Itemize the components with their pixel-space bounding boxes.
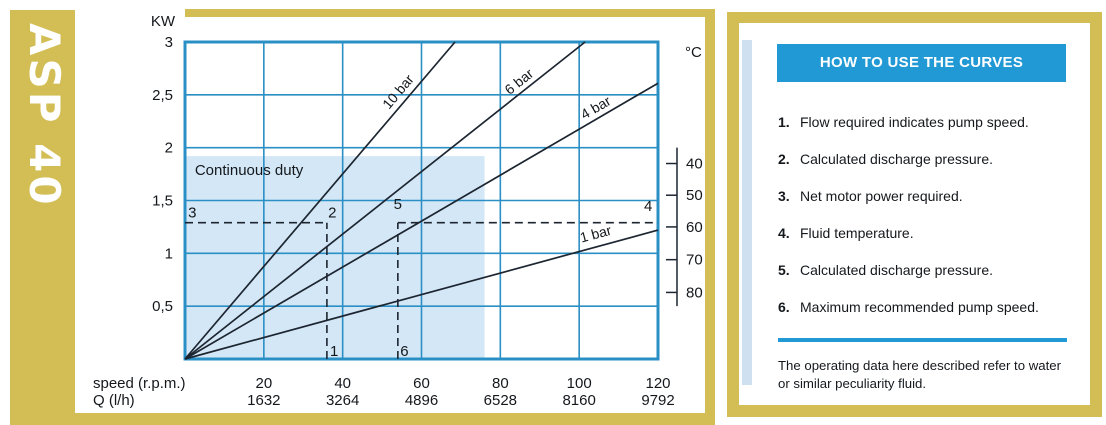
x2-tick-label: 1632 (247, 392, 280, 409)
x2-tick-label: 8160 (562, 392, 595, 409)
curve-10-bar (184, 41, 456, 360)
guide-step-label: 2 (328, 204, 336, 221)
item-text: Maximum recommended pump speed. (800, 299, 1039, 315)
temp-tick-label: 40 (686, 156, 703, 173)
curve-label: 6 bar (501, 65, 536, 98)
curve-4-bar (184, 82, 659, 360)
instructions-title: HOW TO USE THE CURVES (777, 44, 1066, 82)
list-item: 6. Maximum recommended pump speed. (778, 297, 1066, 317)
item-number: 1. (778, 114, 790, 130)
y-tick-label: 0,5 (152, 298, 173, 315)
temp-tick-label: 60 (686, 219, 703, 236)
divider (778, 338, 1067, 342)
list-item: 5. Calculated discharge pressure. (778, 260, 1066, 280)
x2-tick-label: 4896 (405, 392, 438, 409)
product-sidebar: ASP 40 (10, 10, 75, 425)
item-number: 4. (778, 225, 790, 241)
list-item: 1. Flow required indicates pump speed. (778, 112, 1066, 132)
instructions-panel: HOW TO USE THE CURVES 1. Flow required in… (727, 12, 1102, 417)
x-tick-label: 100 (567, 375, 592, 392)
y-tick-label: 1 (165, 245, 173, 262)
guide-step-label: 4 (644, 198, 652, 215)
x-tick-label: 40 (334, 375, 351, 392)
item-number: 3. (778, 188, 790, 204)
y-tick-label: 2 (165, 140, 173, 157)
list-item: 3. Net motor power required. (778, 186, 1066, 206)
continuous-duty-label: Continuous duty (195, 162, 304, 179)
left-panel-top-border (185, 9, 715, 17)
list-item: 4. Fluid temperature. (778, 223, 1066, 243)
item-text: Net motor power required. (800, 188, 963, 204)
footnote: The operating data here described refer … (778, 358, 1061, 391)
curve-label: 4 bar (578, 92, 614, 122)
x2-tick-label: 6528 (484, 392, 517, 409)
y-axis-title: KW (151, 13, 176, 30)
x-tick-label: 60 (413, 375, 430, 392)
instructions-list: 1. Flow required indicates pump speed. 2.… (778, 112, 1066, 317)
x2-tick-label: 9792 (641, 392, 674, 409)
left-panel-bottom-border (10, 413, 715, 425)
x2-axis-title: Q (l/h) (93, 392, 135, 409)
temp-tick-label: 80 (686, 284, 703, 301)
item-text: Calculated discharge pressure. (800, 262, 993, 278)
x-axis-title: speed (r.p.m.) (93, 375, 186, 392)
curve-6-bar (184, 41, 586, 360)
instructions-panel-inner: HOW TO USE THE CURVES 1. Flow required in… (739, 23, 1090, 405)
item-number: 5. (778, 262, 790, 278)
guide-step-label: 5 (394, 196, 402, 213)
item-text: Flow required indicates pump speed. (800, 114, 1029, 130)
temp-tick-label: 70 (686, 252, 703, 269)
curve-label: 10 bar (379, 71, 417, 112)
item-number: 6. (778, 299, 790, 315)
x-tick-label: 120 (645, 375, 670, 392)
guide-step-label: 1 (330, 343, 338, 360)
left-panel-right-border (705, 9, 715, 425)
guide-step-label: 6 (400, 343, 408, 360)
accent-stripe (742, 40, 752, 385)
y-tick-label: 1,5 (152, 193, 173, 210)
x-tick-label: 80 (492, 375, 509, 392)
x2-tick-label: 3264 (326, 392, 359, 409)
item-number: 2. (778, 151, 790, 167)
item-text: Fluid temperature. (800, 225, 914, 241)
plot-border (183, 40, 660, 361)
continuous-duty-region (185, 156, 485, 359)
temp-axis-title: °C (685, 44, 702, 61)
temp-tick-label: 50 (686, 187, 703, 204)
curve-label: 1 bar (578, 222, 613, 246)
list-item: 2. Calculated discharge pressure. (778, 149, 1066, 169)
pump-performance-chart: 3 2 5 4 1 6 10 bar 6 bar 4 bar 1 bar Continuous du… (93, 13, 703, 409)
item-text: Calculated discharge pressure. (800, 151, 993, 167)
y-tick-label: 2,5 (152, 87, 173, 104)
y-tick-label: 3 (165, 34, 173, 51)
x-tick-label: 20 (255, 375, 272, 392)
guide-step-label: 3 (188, 204, 196, 221)
curve-1-bar (184, 229, 659, 360)
product-name-label: ASP 40 (20, 23, 69, 208)
